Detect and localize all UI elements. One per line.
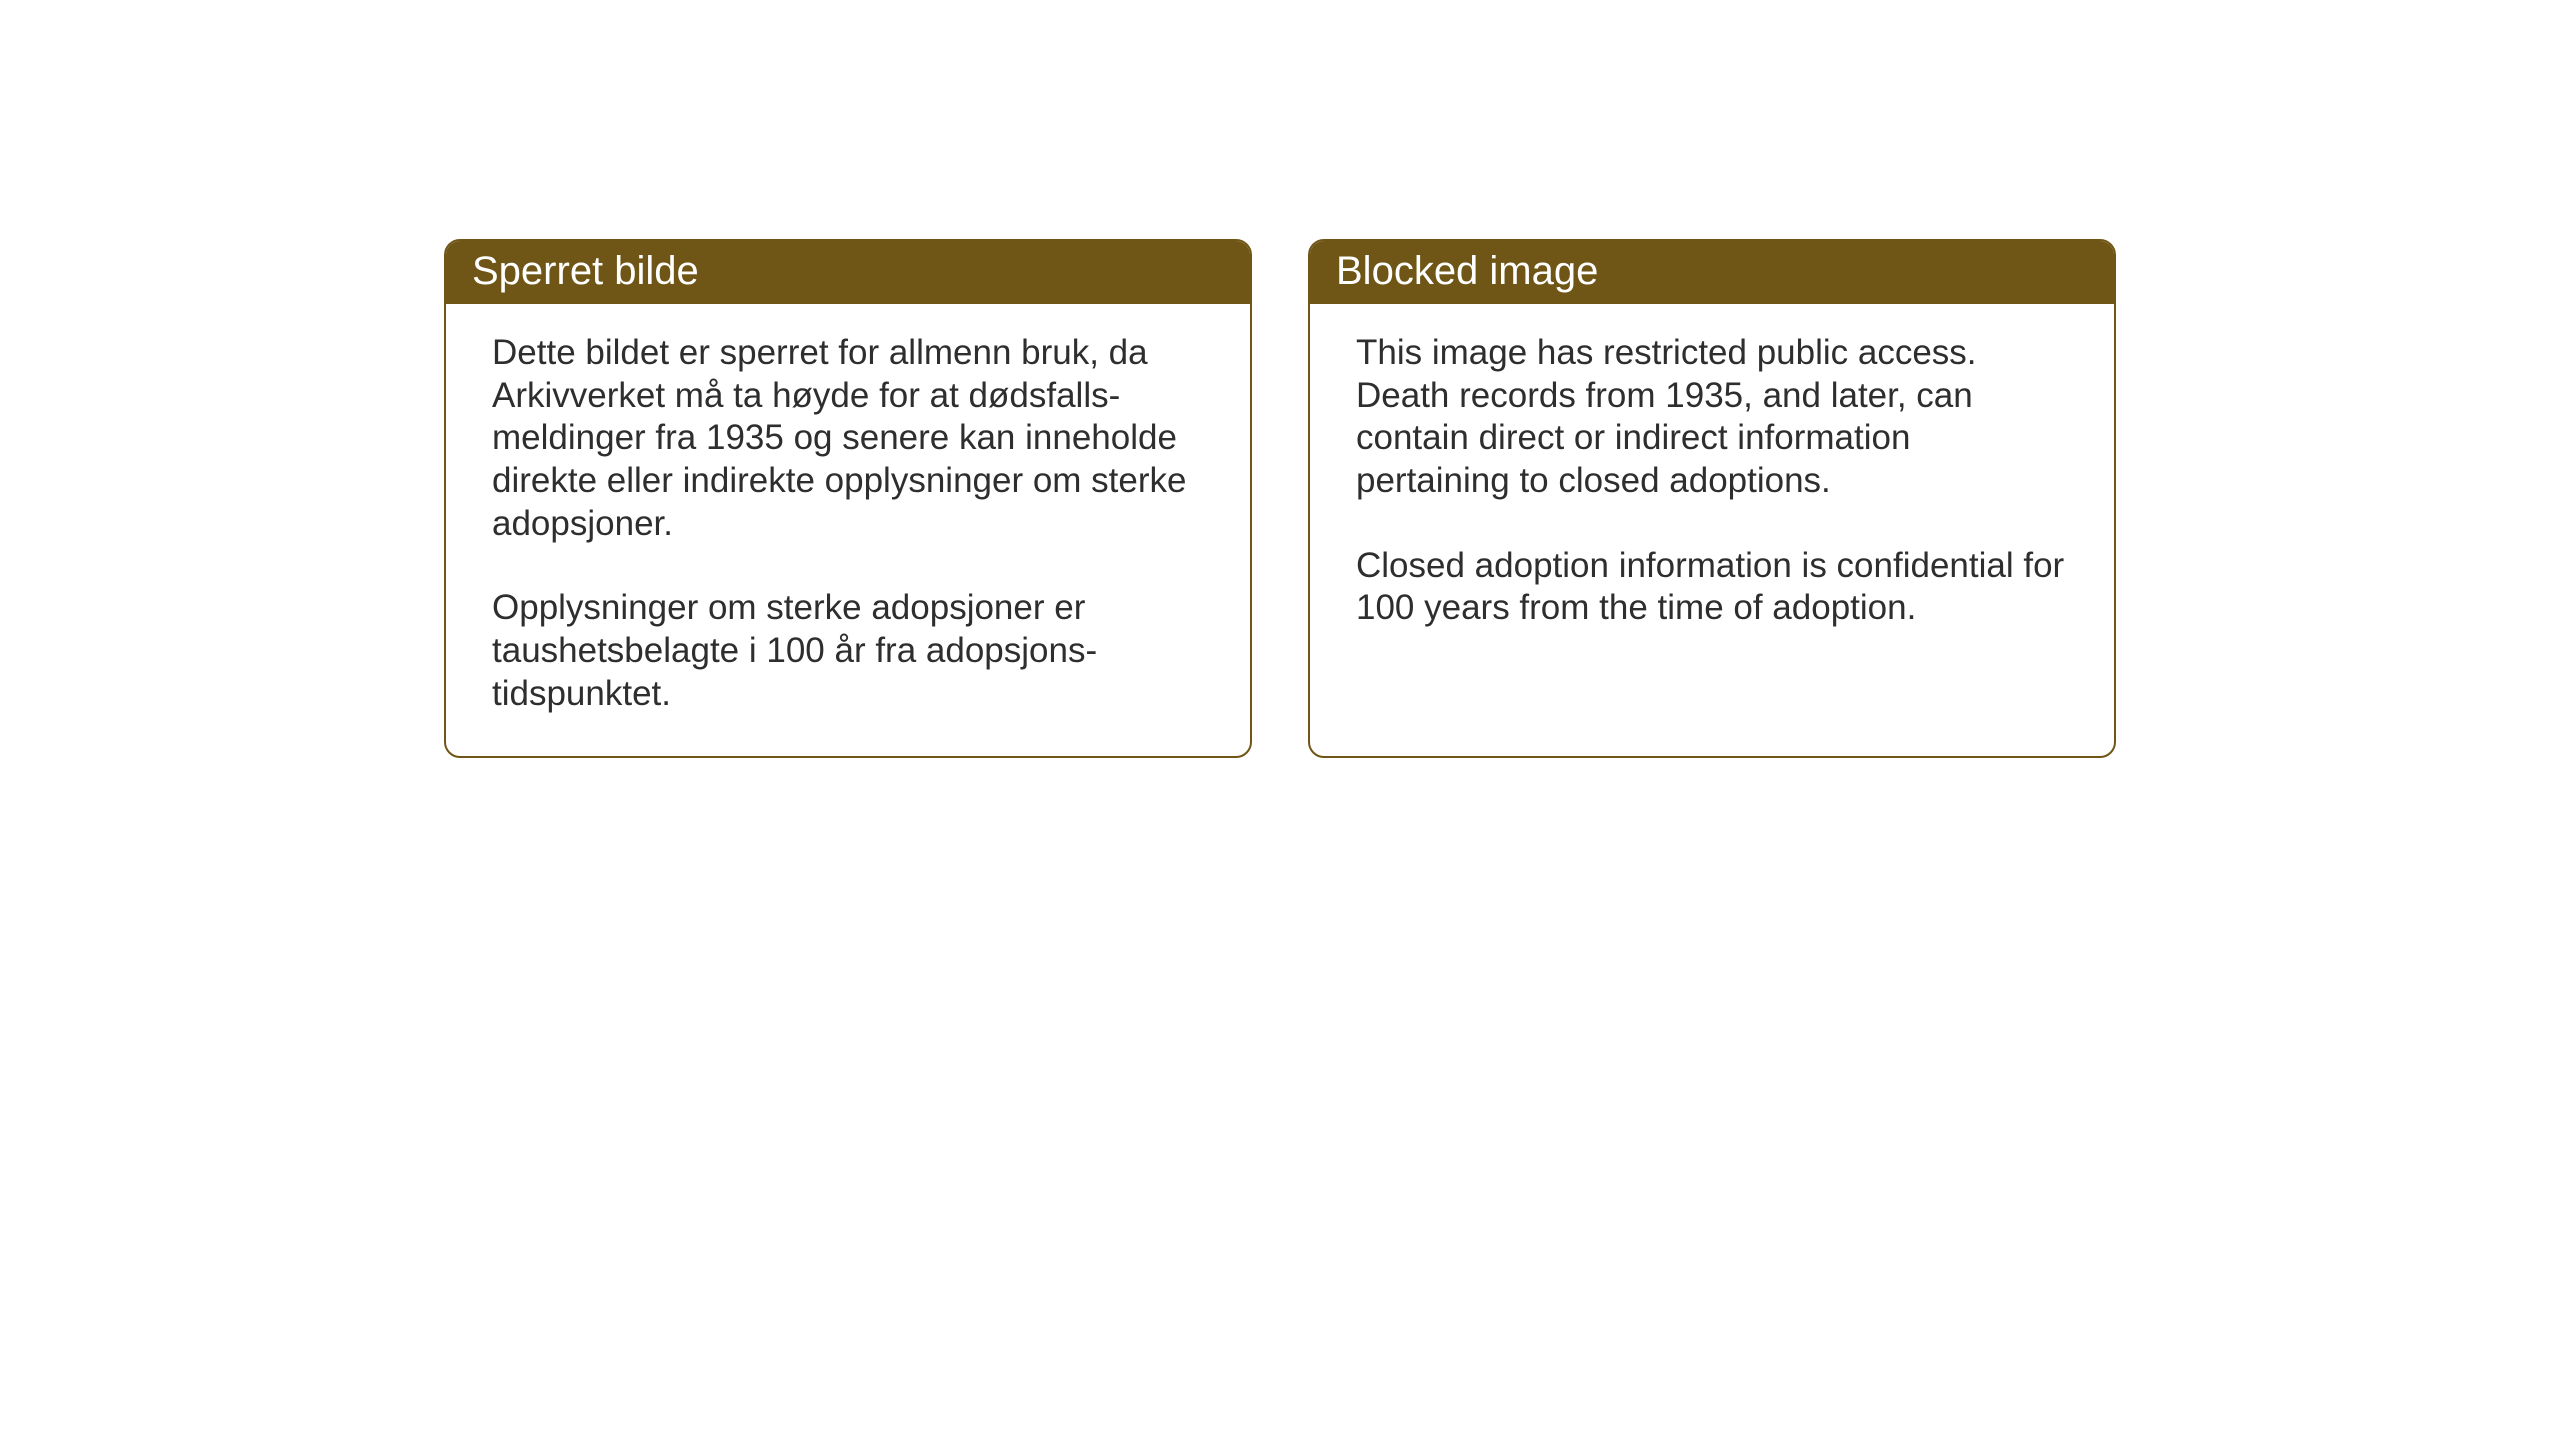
card-title: Sperret bilde [472, 249, 699, 293]
notice-paragraph: Dette bildet er sperret for allmenn bruk… [492, 332, 1204, 545]
card-title: Blocked image [1336, 249, 1598, 293]
notice-card-english: Blocked image This image has restricted … [1308, 239, 2116, 758]
notice-paragraph: Closed adoption information is confident… [1356, 545, 2068, 630]
card-header-norwegian: Sperret bilde [446, 241, 1250, 304]
notice-paragraph: This image has restricted public access.… [1356, 332, 2068, 503]
card-header-english: Blocked image [1310, 241, 2114, 304]
card-body-english: This image has restricted public access.… [1310, 304, 2114, 754]
card-body-norwegian: Dette bildet er sperret for allmenn bruk… [446, 304, 1250, 756]
notice-container: Sperret bilde Dette bildet er sperret fo… [0, 0, 2560, 758]
notice-card-norwegian: Sperret bilde Dette bildet er sperret fo… [444, 239, 1252, 758]
notice-paragraph: Opplysninger om sterke adopsjoner er tau… [492, 587, 1204, 715]
